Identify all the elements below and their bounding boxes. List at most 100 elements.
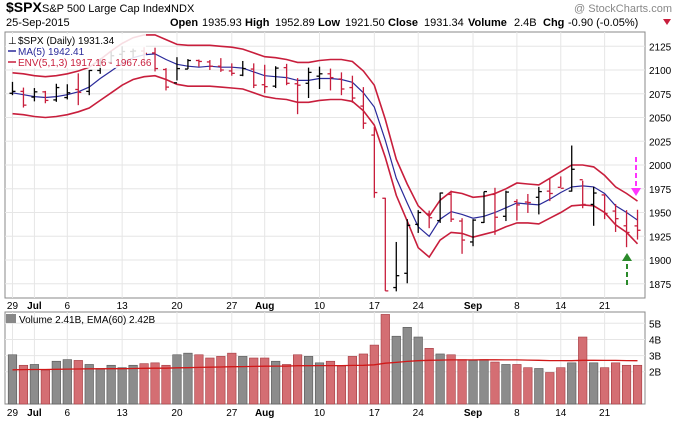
ohlc-bar <box>371 127 378 198</box>
volume-bar <box>391 335 401 405</box>
ohlc-bar <box>316 66 323 89</box>
ohlc-bar <box>360 87 367 129</box>
date-tick-label: Jul <box>27 301 42 312</box>
ohlc-bar <box>349 75 356 103</box>
price-bars <box>9 46 641 292</box>
volume-bar <box>369 344 379 405</box>
date-tick-label: 8 <box>514 408 520 419</box>
ohlc-bar <box>173 57 180 84</box>
ohlc-bar <box>261 64 268 94</box>
volume-bar <box>632 364 643 405</box>
ohlc-bar <box>568 145 575 192</box>
ohlc-bar <box>228 63 235 76</box>
date: 25-Sep-2015 <box>6 17 70 29</box>
volume-bar <box>293 354 303 405</box>
volume-bar <box>51 360 61 405</box>
ohlc-bar <box>206 60 213 70</box>
ohlc-bar <box>470 219 477 247</box>
volume-bar <box>227 352 237 405</box>
date-tick-label: Aug <box>255 301 274 312</box>
ohlc-bar <box>437 192 444 223</box>
stat-high-label: High <box>245 17 270 29</box>
volume-bar <box>479 359 489 405</box>
ohlc-bar <box>557 176 564 189</box>
price-tick-label: 1900 <box>649 256 672 267</box>
volume-bar <box>545 372 555 405</box>
volume-bar <box>589 362 599 405</box>
ohlc-bar <box>502 190 509 222</box>
price-tick-label: 2100 <box>649 66 672 77</box>
ohlc-bar <box>524 193 531 213</box>
volume-bar <box>73 360 83 405</box>
volume-bar <box>29 364 39 405</box>
date-tick-label: 29 <box>7 408 19 419</box>
stat-low-label: Low <box>318 17 340 29</box>
ohlc-bar <box>152 47 159 72</box>
volume-bar <box>314 362 325 405</box>
date-tick-label: Sep <box>464 408 482 419</box>
price-legend-icon: ⊥ <box>8 36 17 47</box>
volume-bar <box>424 348 434 405</box>
volume-bar <box>556 367 566 405</box>
date-tick-label: 27 <box>226 301 238 312</box>
date-tick-label: 6 <box>65 408 71 419</box>
stat-close-label: Close <box>388 17 418 29</box>
ohlc-bar <box>305 67 312 99</box>
ohlc-bar <box>20 87 27 108</box>
volume-bar <box>172 354 182 405</box>
volume-bar <box>413 336 423 405</box>
stat-volume-label: Volume <box>468 17 507 29</box>
volume-bar <box>621 364 632 405</box>
stat-chg-value: -0.90 (-0.05%) <box>568 17 638 29</box>
date-tick-label: 6 <box>65 301 71 312</box>
price-tick-label: 2125 <box>649 42 672 53</box>
volume-bar <box>446 354 456 405</box>
date-tick-label: 24 <box>413 408 425 419</box>
ohlc-bar <box>31 88 38 102</box>
volume-bar <box>271 360 281 405</box>
date-tick-label: 21 <box>599 301 611 312</box>
volume-bar <box>567 362 577 405</box>
volume-bar <box>205 357 215 405</box>
stat-volume-value: 2.4B <box>514 17 537 29</box>
ohlc-bar <box>382 197 389 292</box>
date-tick-label: 20 <box>171 301 183 312</box>
symbol: $SPX <box>6 0 42 15</box>
date-tick-label: 24 <box>413 301 425 312</box>
ohlc-bar <box>195 59 202 67</box>
ohlc-bar <box>601 194 608 220</box>
ohlc-bar <box>393 241 400 292</box>
volume-bar <box>578 336 588 405</box>
legend-env: ENV(5,1,3) 1917.16 - 1967.66 <box>18 58 152 69</box>
volume-bar <box>139 363 149 405</box>
volume-bar <box>216 356 226 405</box>
volume-bar <box>457 359 467 405</box>
date-tick-label: 14 <box>555 408 567 419</box>
ohlc-bar <box>53 83 60 102</box>
price-tick-label: 1875 <box>649 280 672 291</box>
stat-close-value: 1931.34 <box>424 17 464 29</box>
ohlc-bar <box>86 69 93 96</box>
stat-open-value: 1935.93 <box>202 17 242 29</box>
date-tick-label: 17 <box>369 408 381 419</box>
index-name: S&P 500 Large Cap Index <box>42 3 170 15</box>
volume-bar <box>325 360 336 405</box>
volume-bar <box>194 354 204 405</box>
ohlc-bar <box>64 84 71 100</box>
ohlc-bar <box>415 210 422 233</box>
volume-bar <box>260 357 270 405</box>
date-tick-label: 21 <box>599 408 611 419</box>
watermark: @ StockCharts.com <box>574 3 672 15</box>
down-arrow-icon <box>631 157 641 196</box>
ohlc-bar <box>535 186 542 215</box>
envelope-lower-line <box>12 74 639 259</box>
volume-bar <box>117 367 127 405</box>
volume-bar <box>150 362 160 405</box>
ohlc-bar <box>239 60 246 77</box>
date-tick-label: Aug <box>255 408 274 419</box>
volume-bar <box>358 353 368 405</box>
price-tick-label: 1975 <box>649 185 672 196</box>
volume-bars <box>7 314 643 405</box>
volume-bar <box>512 364 522 405</box>
